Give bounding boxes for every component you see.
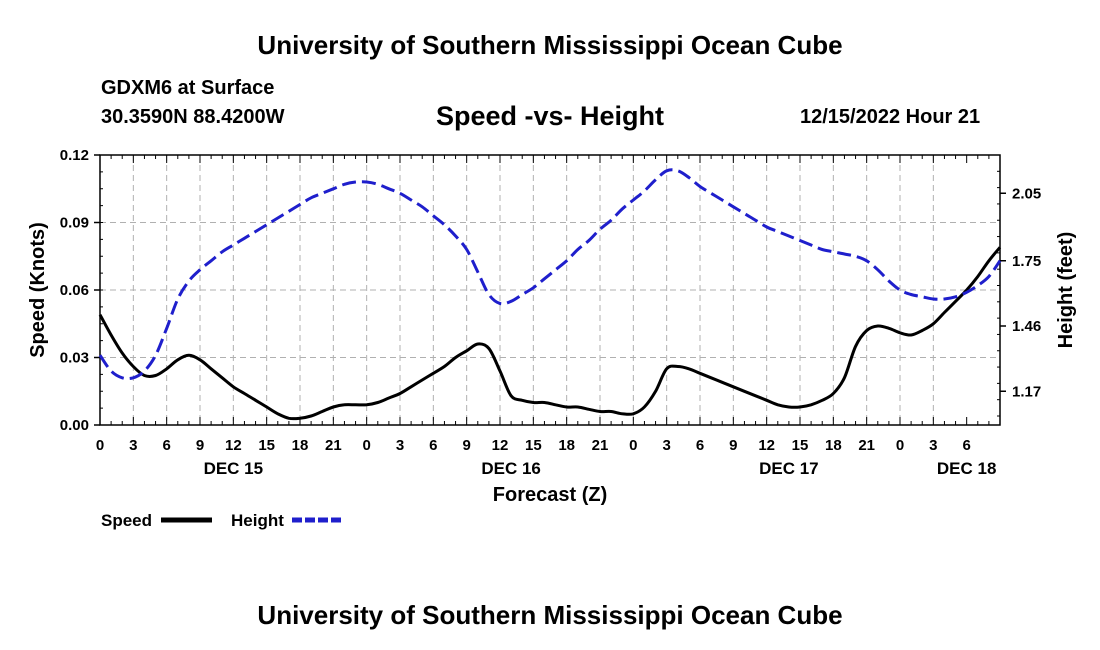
y-left-tick-label: 0.03 [60,350,89,367]
x-tick-label: 9 [462,437,470,454]
y-right-tick-label: 1.46 [1012,318,1041,335]
y-right-tick-label: 1.75 [1012,253,1041,270]
day-label: DEC 15 [204,459,264,478]
x-tick-label: 21 [325,437,342,454]
x-tick-label: 12 [225,437,242,454]
right-axis-title: Height (feet) [1055,232,1077,349]
x-axis-title: Forecast (Z) [493,484,607,506]
day-label: DEC 16 [481,459,541,478]
y-right-tick-label: 2.05 [1012,185,1041,202]
x-tick-label: 18 [825,437,842,454]
y-left-tick-label: 0.09 [60,215,89,232]
x-tick-label: 6 [429,437,437,454]
x-tick-label: 12 [492,437,509,454]
main-title: University of Southern Mississippi Ocean… [257,30,843,60]
station-coordinates: 30.3590N 88.4200W [101,106,285,128]
legend: Speed Height [101,511,342,530]
x-tick-label: 21 [858,437,875,454]
forecast-datetime: 12/15/2022 Hour 21 [800,106,981,128]
speed-series-line [98,246,1002,421]
left-axis-title: Speed (Knots) [27,222,49,358]
chart-title: Speed -vs- Height [435,101,665,131]
x-tick-label: 18 [558,437,575,454]
x-tick-label: 15 [792,437,809,454]
day-label: DEC 17 [759,459,819,478]
height-series-line [98,168,1002,381]
x-tick-label: 0 [362,437,370,454]
x-tick-label: 6 [162,437,170,454]
series [98,168,1002,421]
axis-labels: 0 3 6 9 12 15 18 21 0 3 6 9 12 15 18 21 0 3 6 9 12 15 18 21 0 3 6 0… [60,147,1041,478]
legend-height-label: Height [231,511,284,530]
axis-ticks [94,154,1006,426]
bottom-title: University of Southern Mississippi Ocean… [257,600,843,630]
x-tick-label: 9 [729,437,737,454]
station-label: GDXM6 at Surface [101,77,275,99]
x-tick-label: 6 [696,437,704,454]
x-tick-label: 3 [662,437,670,454]
x-tick-label: 3 [129,437,137,454]
x-tick-label: 9 [196,437,204,454]
x-tick-label: 0 [96,437,104,454]
x-tick-label: 15 [525,437,542,454]
x-tick-label: 0 [896,437,904,454]
x-tick-label: 6 [962,437,970,454]
grid [100,155,1000,425]
y-left-tick-label: 0.12 [60,147,89,164]
x-tick-label: 3 [929,437,937,454]
x-tick-label: 15 [258,437,275,454]
x-tick-label: 21 [592,437,609,454]
y-right-tick-label: 1.17 [1012,383,1041,400]
x-tick-label: 18 [292,437,309,454]
x-tick-label: 3 [396,437,404,454]
x-tick-label: 0 [629,437,637,454]
y-left-tick-label: 0.00 [60,417,89,434]
y-left-tick-label: 0.06 [60,282,89,299]
legend-speed-label: Speed [101,511,152,530]
x-tick-label: 12 [758,437,775,454]
day-label: DEC 18 [937,459,997,478]
